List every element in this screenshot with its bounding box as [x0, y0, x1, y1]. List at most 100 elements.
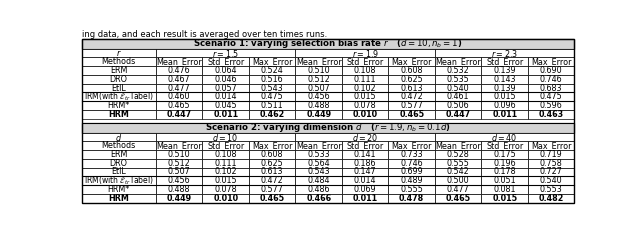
Text: 0.064: 0.064: [214, 66, 237, 75]
Bar: [81, 66, 156, 75]
Text: 0.510: 0.510: [307, 66, 330, 75]
Bar: [528, 194, 575, 203]
Text: 0.465: 0.465: [399, 110, 424, 119]
Text: 0.512: 0.512: [168, 159, 191, 168]
Bar: [81, 141, 156, 150]
Text: Max_Error: Max_Error: [392, 141, 432, 150]
Text: 0.489: 0.489: [401, 176, 423, 185]
Text: $d = 20$: $d = 20$: [352, 132, 378, 143]
Bar: [81, 84, 156, 93]
Text: 0.178: 0.178: [493, 168, 516, 176]
Text: 0.500: 0.500: [447, 176, 470, 185]
Bar: [81, 185, 156, 194]
Bar: [388, 159, 435, 168]
Bar: [81, 101, 156, 110]
Bar: [435, 150, 481, 159]
Text: 0.011: 0.011: [353, 194, 378, 203]
Bar: [342, 159, 388, 168]
Bar: [249, 66, 296, 75]
Text: 0.472: 0.472: [261, 176, 284, 185]
Text: 0.484: 0.484: [307, 176, 330, 185]
Text: $d = 10$: $d = 10$: [212, 132, 239, 143]
Text: 0.014: 0.014: [214, 92, 237, 102]
Text: 0.564: 0.564: [307, 159, 330, 168]
Text: 0.478: 0.478: [399, 194, 424, 203]
Bar: [296, 185, 342, 194]
Bar: [388, 150, 435, 159]
Text: 0.102: 0.102: [354, 84, 376, 93]
Text: Std_Error: Std_Error: [347, 141, 384, 150]
Text: 0.608: 0.608: [401, 66, 423, 75]
Text: 0.011: 0.011: [213, 110, 238, 119]
Text: 0.078: 0.078: [214, 185, 237, 194]
Bar: [249, 110, 296, 119]
Bar: [249, 159, 296, 168]
Bar: [435, 58, 481, 66]
Text: 0.102: 0.102: [214, 168, 237, 176]
Bar: [81, 123, 575, 133]
Bar: [296, 75, 342, 84]
Text: 0.577: 0.577: [260, 185, 284, 194]
Bar: [81, 49, 156, 58]
Text: 0.733: 0.733: [401, 150, 423, 159]
Bar: [528, 176, 575, 185]
Bar: [481, 159, 528, 168]
Bar: [202, 93, 249, 101]
Bar: [296, 101, 342, 110]
Bar: [481, 58, 528, 66]
Text: Methods: Methods: [102, 57, 136, 66]
Bar: [388, 110, 435, 119]
Text: 0.462: 0.462: [260, 110, 285, 119]
Bar: [342, 168, 388, 176]
Bar: [156, 66, 202, 75]
Text: ERM: ERM: [110, 66, 127, 75]
Text: Scenario 1: varying selection bias rate $r$   ($d = 10, n_b = 1$): Scenario 1: varying selection bias rate …: [193, 38, 463, 51]
Text: Mean_Error: Mean_Error: [435, 141, 481, 150]
Bar: [156, 75, 202, 84]
Text: 0.081: 0.081: [493, 185, 516, 194]
Bar: [528, 185, 575, 194]
Text: 0.476: 0.476: [168, 66, 191, 75]
Bar: [342, 185, 388, 194]
Text: 0.540: 0.540: [447, 84, 470, 93]
Text: 0.078: 0.078: [354, 101, 376, 110]
Bar: [528, 101, 575, 110]
Bar: [481, 194, 528, 203]
Bar: [388, 141, 435, 150]
Text: $d = 40$: $d = 40$: [492, 132, 518, 143]
Bar: [156, 93, 202, 101]
Text: 0.477: 0.477: [447, 185, 470, 194]
Text: EtIL: EtIL: [111, 84, 126, 93]
Text: 0.139: 0.139: [493, 84, 516, 93]
Text: 0.447: 0.447: [166, 110, 192, 119]
Bar: [435, 101, 481, 110]
Text: 0.512: 0.512: [307, 75, 330, 84]
Bar: [81, 133, 156, 141]
Bar: [435, 159, 481, 168]
Bar: [388, 176, 435, 185]
Bar: [156, 194, 202, 203]
Text: 0.456: 0.456: [168, 176, 191, 185]
Bar: [81, 159, 156, 168]
Text: 0.139: 0.139: [493, 66, 516, 75]
Bar: [528, 159, 575, 168]
Text: 0.069: 0.069: [354, 185, 376, 194]
Bar: [435, 194, 481, 203]
Bar: [156, 110, 202, 119]
Bar: [528, 168, 575, 176]
Bar: [202, 75, 249, 84]
Bar: [296, 110, 342, 119]
Text: 0.533: 0.533: [307, 150, 330, 159]
Text: 0.057: 0.057: [214, 84, 237, 93]
Bar: [296, 49, 435, 58]
Text: ERM: ERM: [110, 150, 127, 159]
Bar: [481, 110, 528, 119]
Bar: [249, 58, 296, 66]
Bar: [81, 39, 575, 49]
Bar: [296, 84, 342, 93]
Text: 0.460: 0.460: [168, 92, 191, 102]
Bar: [202, 159, 249, 168]
Bar: [481, 141, 528, 150]
Bar: [481, 84, 528, 93]
Bar: [296, 159, 342, 168]
